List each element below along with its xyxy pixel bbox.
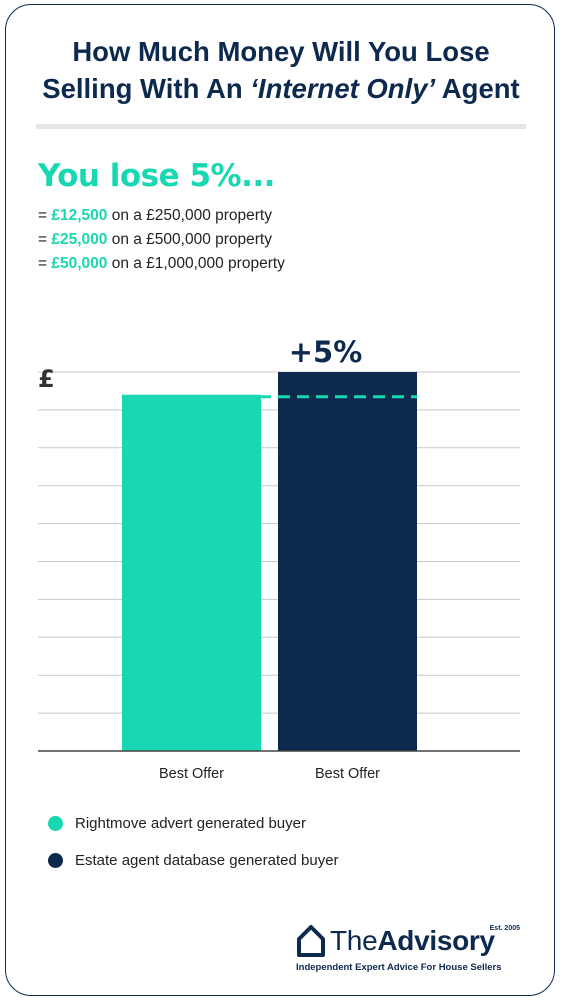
loss-row: = £50,000 on a £1,000,000 property — [38, 255, 285, 272]
legend-item: Estate agent database generated buyer — [48, 852, 339, 869]
y-axis-label: £ — [38, 365, 55, 393]
loss-headline: You lose 5%... — [38, 158, 275, 194]
legend-label: Estate agent database generated buyer — [75, 852, 339, 869]
page-title-line1: How Much Money Will You Lose — [72, 36, 490, 67]
brand-logo: TheAdvisory Est. 2005 Independent Expert… — [296, 920, 522, 976]
title-emphasis: ‘Internet Only’ — [250, 73, 436, 104]
legend-item: Rightmove advert generated buyer — [48, 815, 306, 832]
house-icon — [297, 925, 325, 957]
divider — [36, 124, 526, 129]
logo-wordmark: TheAdvisory — [330, 925, 495, 956]
x-tick-label: Best Offer — [159, 766, 224, 782]
x-tick-label: Best Offer — [315, 766, 380, 782]
logo-established: Est. 2005 — [489, 925, 520, 932]
loss-row: = £12,500 on a £250,000 property — [38, 207, 272, 224]
loss-row: = £25,000 on a £500,000 property — [38, 231, 272, 248]
bar-1 — [122, 394, 261, 751]
card-frame — [5, 4, 555, 996]
legend-label: Rightmove advert generated buyer — [75, 815, 306, 832]
page-title-line2: Selling With An ‘Internet Only’ Agent — [42, 73, 520, 104]
logo-tagline: Independent Expert Advice For House Sell… — [296, 962, 502, 973]
bar-2 — [278, 372, 417, 751]
bar-chart: Best Offer Best Offer £ +5% — [38, 335, 520, 782]
increase-annotation: +5% — [289, 335, 363, 369]
legend-swatch — [48, 816, 63, 831]
legend-swatch — [48, 853, 63, 868]
